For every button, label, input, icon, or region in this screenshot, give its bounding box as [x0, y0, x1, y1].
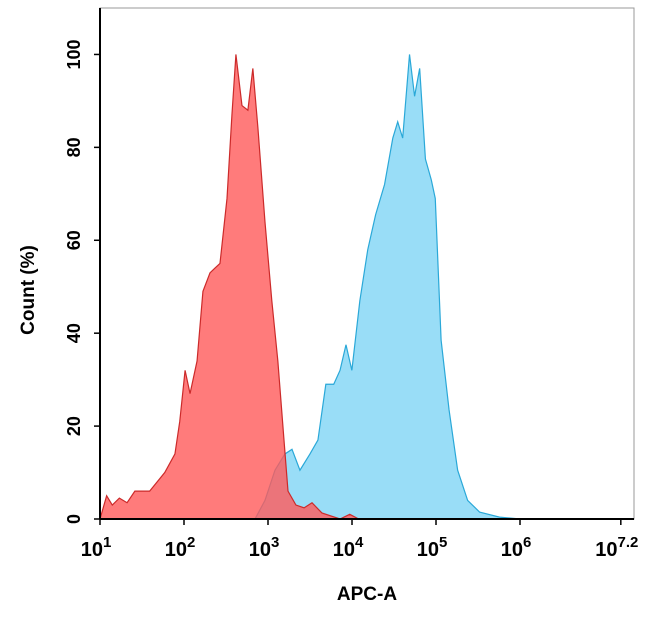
tick-exponent: 4 — [355, 534, 364, 551]
x-tick-label: 107.2 — [595, 534, 638, 561]
tick-exponent: 1 — [103, 534, 111, 551]
tick-base: 10 — [595, 539, 617, 561]
plot-area — [99, 54, 521, 520]
x-tick-label: 103 — [249, 534, 280, 561]
y-tick-label: 20 — [64, 416, 84, 436]
tick-exponent: 6 — [523, 534, 531, 551]
tick-base: 10 — [81, 539, 103, 561]
tick-exponent: 7.2 — [618, 534, 639, 551]
tick-exponent: 3 — [271, 534, 279, 551]
x-tick-label: 105 — [417, 534, 448, 561]
tick-base: 10 — [249, 539, 271, 561]
y-tick-label: 0 — [64, 514, 84, 524]
y-tick-label: 80 — [64, 137, 84, 157]
tick-base: 10 — [165, 539, 187, 561]
histogram-area — [253, 54, 521, 520]
tick-base: 10 — [501, 539, 523, 561]
x-tick-label: 106 — [501, 534, 532, 561]
x-tick-label: 104 — [333, 534, 364, 561]
tick-base: 10 — [417, 539, 439, 561]
tick-exponent: 5 — [439, 534, 447, 551]
x-tick-label: 101 — [81, 534, 112, 561]
y-tick-label: 100 — [64, 39, 84, 69]
histogram-area — [99, 54, 359, 520]
y-axis-title: Count (%) — [18, 245, 39, 335]
y-tick-label: 60 — [64, 230, 84, 250]
x-axis-title: APC-A — [337, 584, 397, 605]
tick-base: 10 — [333, 539, 355, 561]
y-tick-label: 40 — [64, 323, 84, 343]
x-tick-label: 102 — [165, 534, 196, 561]
tick-exponent: 2 — [187, 534, 195, 551]
